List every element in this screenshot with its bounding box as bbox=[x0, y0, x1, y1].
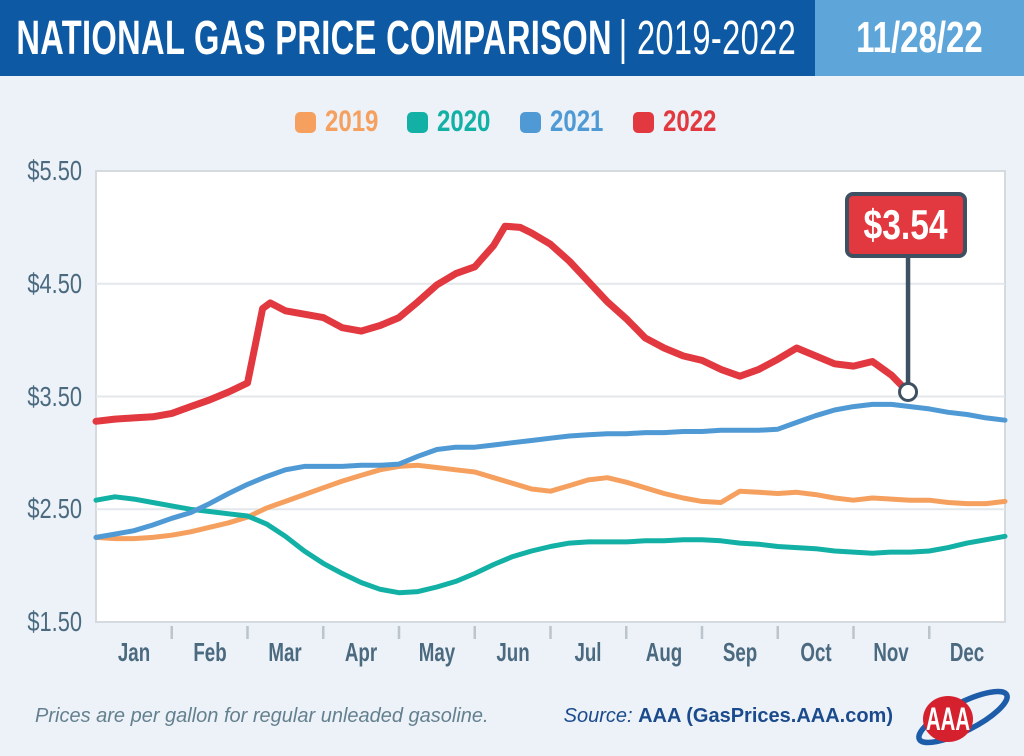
page-title: NATIONAL GAS PRICE COMPARISON | 2019-2022 bbox=[0, 11, 796, 66]
legend-item-2021: 2021 bbox=[520, 105, 617, 138]
legend-label: 2021 bbox=[550, 105, 604, 138]
price-callout-value: $3.54 bbox=[863, 201, 949, 248]
legend-item-2020: 2020 bbox=[407, 105, 504, 138]
y-axis-label: $3.50 bbox=[27, 380, 82, 412]
series-line-2022 bbox=[92, 222, 912, 425]
x-axis-label: Aug bbox=[645, 637, 683, 667]
source-name: AAA (GasPrices.AAA.com) bbox=[638, 705, 893, 727]
chart-legend: 2019 2020 2021 2022 bbox=[0, 105, 1024, 138]
aaa-logo-oval bbox=[923, 696, 973, 742]
legend-item-2022: 2022 bbox=[632, 105, 730, 138]
legend-label: 2019 bbox=[324, 105, 378, 138]
source-prefix: Source: bbox=[563, 705, 633, 727]
source-text: Source: AAA (GasPrices.AAA.com) bbox=[564, 705, 893, 728]
x-axis-label: Nov bbox=[873, 637, 910, 667]
x-axis-label: Feb bbox=[192, 637, 227, 667]
legend-swatch-2020 bbox=[407, 111, 429, 133]
header-bar: NATIONAL GAS PRICE COMPARISON | 2019-2022… bbox=[0, 0, 1024, 76]
series-line-2020 bbox=[93, 494, 1008, 596]
legend-swatch-2019 bbox=[294, 111, 316, 133]
y-axis-label: $4.50 bbox=[27, 267, 82, 299]
price-callout: $3.54 bbox=[845, 192, 968, 258]
series-endpoint-marker bbox=[898, 381, 919, 402]
x-axis-label: Mar bbox=[268, 637, 303, 667]
footer-note: Prices are per gallon for regular unlead… bbox=[35, 705, 489, 727]
x-axis-label: Sep bbox=[722, 637, 758, 667]
y-axis-label: $1.50 bbox=[27, 606, 82, 637]
x-axis-label: Jun bbox=[495, 637, 530, 667]
legend-label: 2022 bbox=[662, 105, 717, 138]
date-text: 11/28/22 bbox=[856, 13, 983, 62]
x-axis-label: Jul bbox=[574, 637, 602, 667]
x-axis-label: Dec bbox=[949, 637, 985, 667]
x-axis-label: Jan bbox=[117, 637, 151, 667]
date-badge: 11/28/22 bbox=[815, 0, 1024, 76]
aaa-logo: AAA bbox=[916, 688, 1010, 746]
legend-swatch-2021 bbox=[520, 111, 541, 133]
y-axis-label: $5.50 bbox=[27, 155, 82, 186]
page-title-main: NATIONAL GAS PRICE COMPARISON bbox=[16, 11, 612, 65]
legend-item-2019: 2019 bbox=[294, 105, 392, 138]
x-axis-label: May bbox=[418, 637, 456, 667]
series-line-2021 bbox=[93, 401, 1008, 540]
legend-label: 2020 bbox=[437, 105, 491, 138]
legend-swatch-2022 bbox=[632, 111, 654, 133]
page-title-range: | 2019-2022 bbox=[618, 11, 797, 65]
x-axis-label: Oct bbox=[800, 637, 832, 667]
x-axis-label: Apr bbox=[345, 637, 378, 667]
aaa-logo-text: AAA bbox=[926, 701, 970, 737]
header-title-area: NATIONAL GAS PRICE COMPARISON | 2019-2022 bbox=[0, 0, 815, 76]
y-axis-label: $2.50 bbox=[27, 493, 82, 525]
